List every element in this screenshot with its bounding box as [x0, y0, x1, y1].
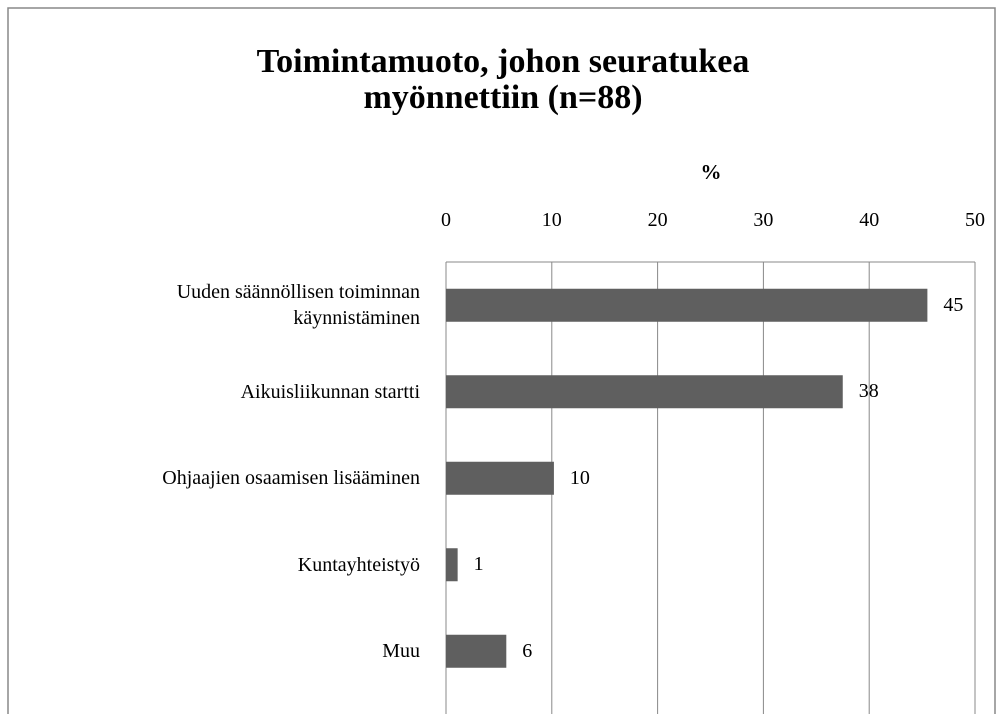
data-label: 38	[858, 380, 879, 403]
y-tick-label: Kuntayhteistyö	[297, 553, 420, 576]
x-tick-label: 50	[965, 209, 985, 231]
y-tick-label: Muu	[382, 640, 420, 663]
chart-title: Toimintamuoto, johon seuratukea myönnett…	[256, 43, 750, 116]
y-tick-label: Uuden säännöllisen toiminnan käynnistämi…	[176, 281, 420, 330]
x-axis-label: %	[700, 160, 722, 184]
bar	[446, 375, 843, 409]
bar	[446, 461, 554, 495]
x-tick-label: 30	[753, 209, 774, 231]
x-tick-label: 40	[859, 209, 880, 231]
data-label: 1	[473, 553, 484, 576]
x-tick-label: 20	[647, 209, 668, 231]
data-label: 45	[943, 293, 964, 316]
bar	[446, 634, 507, 668]
x-tick-label: 0	[441, 209, 451, 231]
data-label: 6	[522, 639, 533, 662]
bar	[446, 548, 458, 582]
x-tick-label: 10	[541, 209, 562, 231]
y-tick-label: Aikuisliikunnan startti	[240, 380, 420, 403]
chart-frame	[7, 7, 996, 714]
y-tick-label: Ohjaajien osaamisen lisääminen	[162, 467, 420, 490]
data-label: 10	[569, 466, 590, 489]
bar	[446, 288, 928, 322]
